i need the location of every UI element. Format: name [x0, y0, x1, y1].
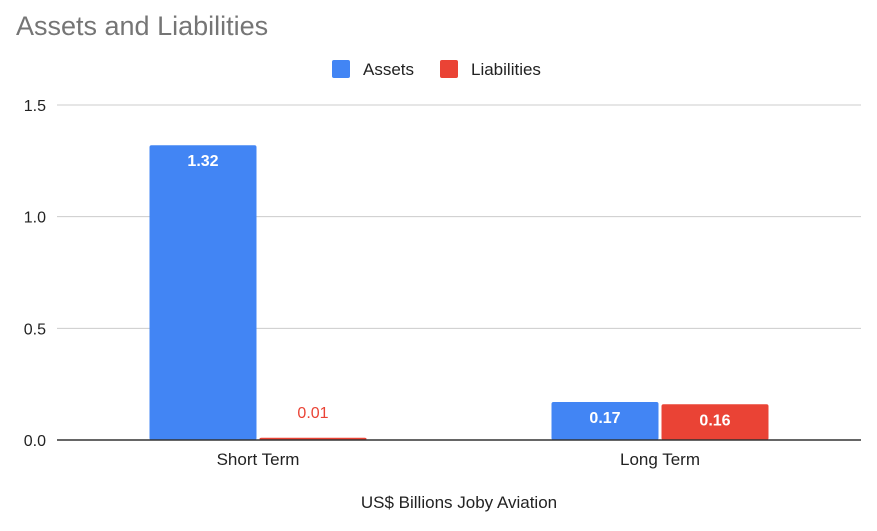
legend-label-liabilities: Liabilities	[471, 60, 541, 79]
data-label-liabilities-short-term: 0.01	[297, 405, 328, 422]
bar-liabilities-long-term	[661, 404, 769, 440]
legend-swatch-assets	[332, 60, 350, 78]
y-tick-label: 1.0	[24, 210, 46, 227]
legend-swatch-liabilities	[440, 60, 458, 78]
bar-assets-long-term	[551, 402, 659, 440]
legend-label-assets: Assets	[363, 60, 414, 79]
y-tick-label: 1.5	[24, 98, 46, 115]
data-label-assets-long-term: 0.17	[589, 410, 620, 427]
chart-title: Assets and Liabilities	[16, 11, 268, 41]
x-axis-title: US$ Billions Joby Aviation	[361, 493, 557, 512]
legend: Assets Liabilities	[332, 60, 541, 79]
y-tick-label: 0.0	[24, 433, 46, 450]
y-axis: 0.0 0.5 1.0 1.5	[24, 98, 46, 450]
data-label-liabilities-long-term: 0.16	[699, 412, 730, 429]
value-labels: 1.32 0.01 0.17 0.16	[187, 153, 730, 429]
x-tick-label: Long Term	[620, 450, 700, 469]
data-label-assets-short-term: 1.32	[187, 153, 218, 170]
bars	[149, 145, 769, 440]
x-tick-label: Short Term	[217, 450, 300, 469]
x-axis: Short Term Long Term	[217, 450, 700, 469]
bar-assets-short-term	[149, 145, 257, 440]
y-tick-label: 0.5	[24, 321, 46, 338]
